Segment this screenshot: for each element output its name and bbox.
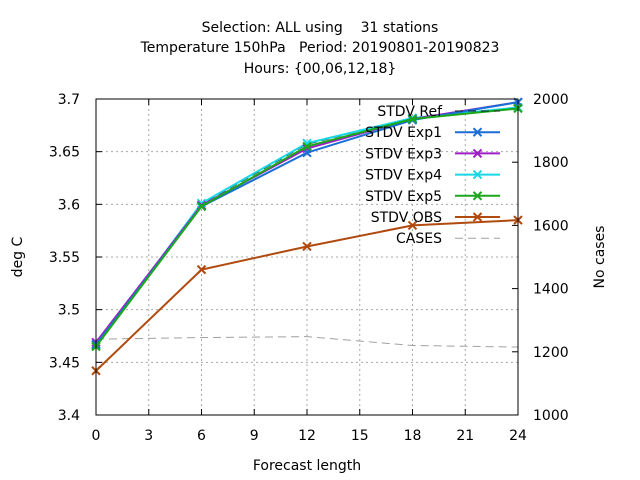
y2-tick-label: 1200 bbox=[533, 345, 569, 361]
legend-label-stdv-obs: STDV OBS bbox=[371, 210, 442, 226]
y-tick-label: 3.55 bbox=[49, 250, 80, 266]
x-tick-label: 3 bbox=[144, 428, 153, 444]
legend-marker-stdv-exp5 bbox=[472, 191, 483, 201]
data-point-stdv-obs bbox=[196, 264, 207, 275]
x-axis-label: Forecast length bbox=[253, 458, 361, 474]
series-line-stdv-exp3 bbox=[95, 101, 519, 343]
legend-label-cases: CASES bbox=[396, 231, 442, 247]
y2-tick-label: 1800 bbox=[533, 155, 569, 171]
y2-tick-label: 2000 bbox=[533, 92, 569, 108]
title-line-3: Hours: {00,06,12,18} bbox=[243, 61, 397, 77]
title-line-2: Temperature 150hPa Period: 20190801-2019… bbox=[140, 40, 500, 56]
title-line-1: Selection: ALL using 31 stations bbox=[201, 20, 439, 36]
x-tick-label: 12 bbox=[298, 428, 316, 444]
data-point-stdv-exp5 bbox=[302, 141, 312, 152]
y2-tick-label: 1000 bbox=[533, 408, 569, 424]
x-tick-label: 0 bbox=[92, 428, 101, 444]
plot-frame bbox=[95, 98, 519, 416]
x-tick-label: 6 bbox=[197, 428, 206, 444]
y-tick-label: 3.65 bbox=[49, 145, 80, 161]
x-tick-label: 15 bbox=[351, 428, 369, 444]
y-tick-label: 3.7 bbox=[58, 92, 80, 108]
legend-marker-stdv-obs bbox=[472, 212, 483, 222]
data-point-stdv-obs bbox=[407, 220, 418, 231]
y-axis-label: deg C bbox=[10, 236, 26, 277]
legend-label-stdv-exp5: STDV Exp5 bbox=[365, 189, 442, 205]
x-tick-label: 9 bbox=[250, 428, 259, 444]
x-tick-label: 18 bbox=[404, 428, 422, 444]
x-tick-label: 24 bbox=[509, 428, 527, 444]
data-point-stdv-exp5 bbox=[196, 201, 207, 212]
y-tick-label: 3.4 bbox=[58, 408, 80, 424]
y-tick-label: 3.6 bbox=[58, 197, 80, 213]
x-tick-label: 21 bbox=[456, 428, 474, 444]
series-line-cases bbox=[95, 336, 519, 348]
y2-tick-label: 1600 bbox=[533, 218, 569, 234]
data-point-stdv-exp4 bbox=[196, 198, 207, 208]
legend-label-stdv-ref: STDV Ref bbox=[377, 104, 443, 120]
legend-marker-stdv-exp1 bbox=[472, 127, 483, 137]
legend-label-stdv-exp1: STDV Exp1 bbox=[365, 125, 442, 141]
data-point-stdv-obs bbox=[302, 241, 312, 252]
y2-axis-label: No cases bbox=[592, 226, 608, 289]
data-point-stdv-exp5 bbox=[407, 114, 418, 124]
legend-marker-stdv-exp4 bbox=[472, 169, 483, 180]
y-tick-label: 3.45 bbox=[49, 355, 80, 371]
legend-marker-stdv-exp3 bbox=[472, 148, 483, 159]
y2-tick-label: 1400 bbox=[533, 282, 569, 298]
legend-label-stdv-exp4: STDV Exp4 bbox=[365, 168, 442, 184]
legend-label-stdv-exp3: STDV Exp3 bbox=[365, 146, 442, 162]
y-tick-label: 3.5 bbox=[58, 303, 80, 319]
